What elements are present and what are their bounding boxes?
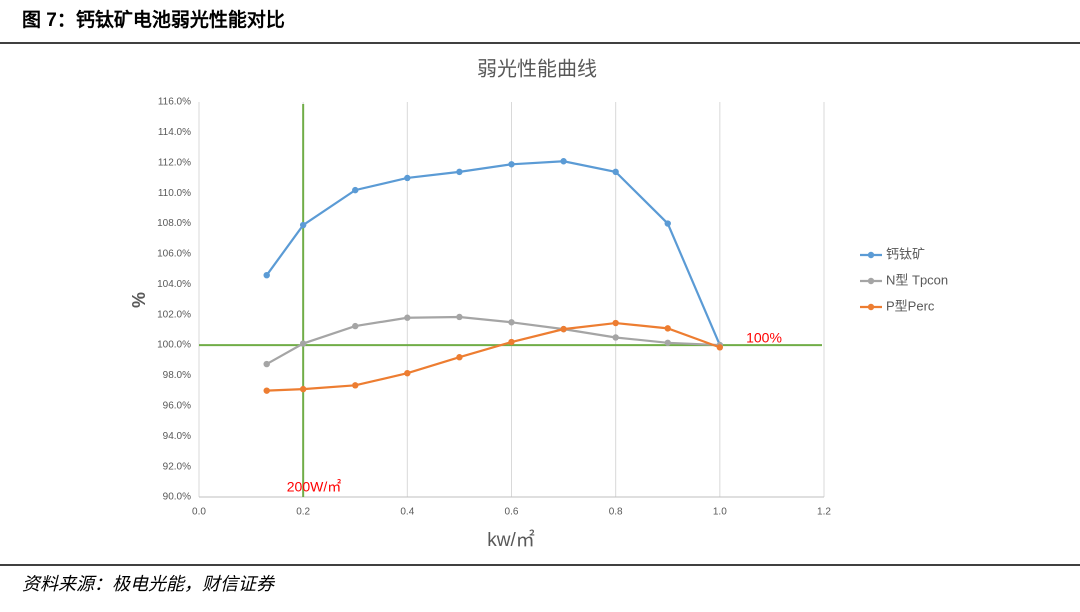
x-tick-label: 1.0: [713, 507, 727, 518]
data-point: [716, 344, 724, 351]
data-point: [352, 186, 359, 194]
data-point: [263, 387, 270, 394]
series-line: [265, 160, 721, 346]
annotation: 100%: [746, 330, 782, 346]
series-line: [266, 321, 721, 392]
legend-marker: [867, 303, 875, 311]
y-tick-label: 114.0%: [158, 127, 191, 138]
y-tick-label: 102.0%: [157, 309, 191, 320]
data-point: [299, 340, 307, 347]
legend-label: P型Perc: [886, 298, 935, 313]
y-tick-label: 96.0%: [163, 400, 191, 411]
y-tick-label: 104.0%: [157, 279, 191, 290]
data-point: [263, 271, 270, 279]
y-tick-label: 94.0%: [163, 431, 191, 442]
data-point: [612, 168, 619, 176]
x-tick-label: 0.8: [609, 507, 623, 518]
y-tick-label: 100.0%: [157, 340, 191, 351]
data-point: [352, 322, 359, 330]
legend-label: N型 Tpcon: [886, 272, 948, 287]
series-line: [266, 315, 720, 366]
data-point: [664, 339, 671, 346]
y-tick-label: 110.0%: [158, 188, 191, 199]
data-point: [404, 174, 411, 182]
source: 资料来源：极电光能，财信证券: [22, 574, 276, 594]
y-tick-label: 108.0%: [157, 218, 191, 229]
data-point: [612, 334, 619, 341]
figure-title: 图 7：钙钛矿电池弱光性能对比: [22, 8, 285, 31]
data-point: [404, 369, 411, 377]
data-point: [263, 360, 270, 368]
data-point: [352, 382, 359, 389]
data-point: [404, 314, 411, 321]
x-axis-label: kw/㎡: [487, 528, 535, 551]
data-point: [508, 338, 515, 346]
y-tick-label: 112.0%: [158, 157, 191, 168]
y-tick-label: 90.0%: [163, 492, 191, 503]
y-axis-label: %: [129, 292, 149, 308]
data-point: [508, 319, 515, 326]
legend-marker: [867, 251, 875, 259]
data-point: [664, 325, 671, 332]
data-point: [508, 161, 515, 168]
x-tick-label: 0.2: [296, 507, 310, 518]
data-point: [456, 168, 463, 176]
annotation: 200W/㎡: [287, 479, 341, 495]
legend-marker: [867, 277, 875, 285]
y-tick-label: 92.0%: [163, 461, 191, 472]
y-tick-label: 106.0%: [157, 249, 191, 260]
x-tick-label: 0.0: [192, 507, 206, 518]
data-point: [299, 221, 307, 229]
data-point: [456, 354, 463, 361]
data-point: [456, 313, 463, 321]
data-point: [664, 220, 671, 227]
legend-label: 钙钛矿: [886, 246, 925, 261]
x-tick-label: 1.2: [817, 507, 831, 518]
chart-title: 弱光性能曲线: [477, 57, 597, 80]
data-point: [560, 325, 567, 333]
data-point: [560, 158, 567, 165]
y-tick-label: 98.0%: [163, 370, 191, 381]
y-tick-label: 116.0%: [158, 97, 191, 108]
x-tick-label: 0.6: [505, 507, 519, 518]
x-tick-label: 0.4: [400, 507, 414, 518]
data-point: [299, 385, 307, 393]
data-point: [612, 319, 619, 327]
